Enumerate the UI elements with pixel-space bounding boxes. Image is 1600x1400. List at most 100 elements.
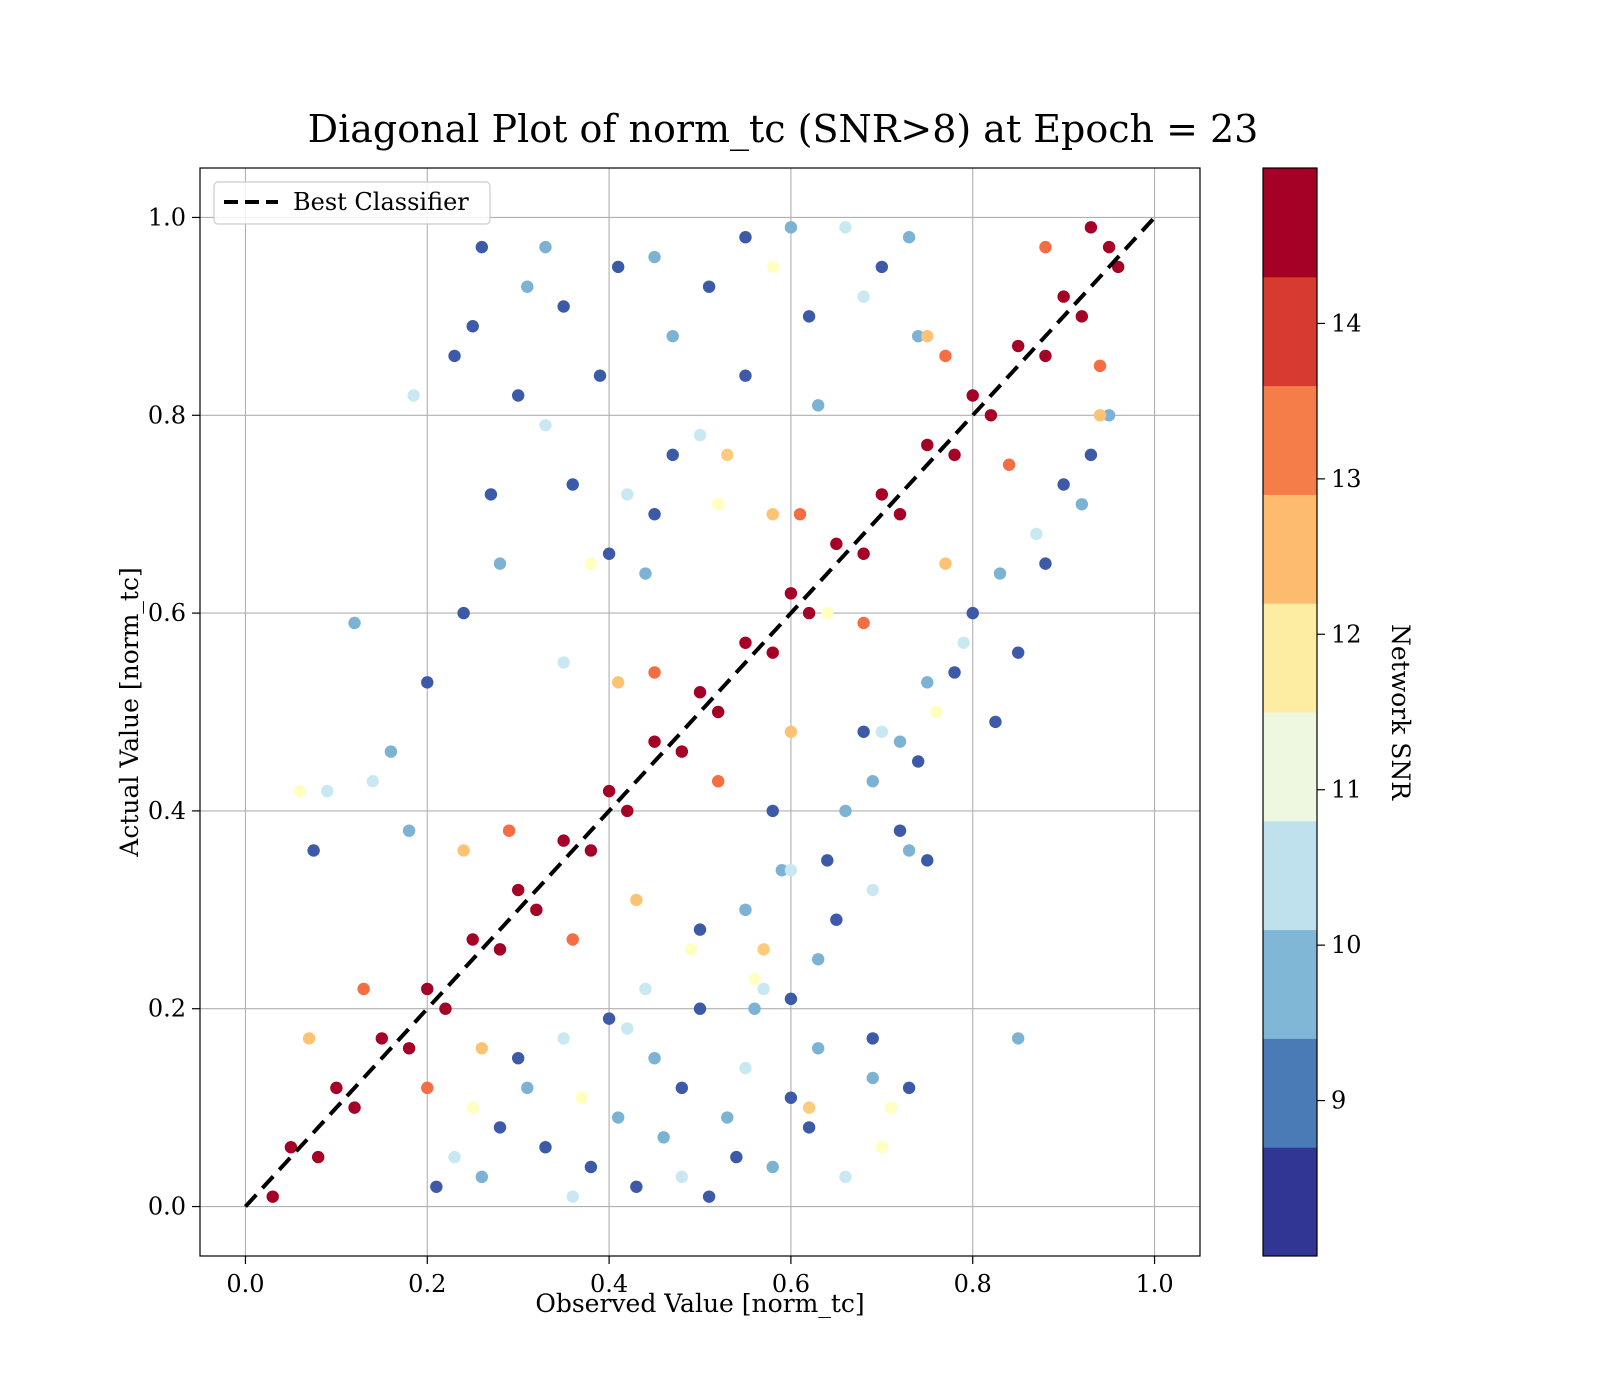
x-tick-label: 0.8 bbox=[954, 1270, 992, 1298]
data-point bbox=[630, 893, 643, 907]
data-point bbox=[793, 507, 807, 521]
data-point bbox=[1011, 1032, 1025, 1045]
data-point bbox=[375, 1032, 389, 1045]
data-point bbox=[784, 864, 798, 877]
data-point bbox=[939, 349, 952, 363]
data-point bbox=[648, 666, 661, 679]
data-point bbox=[421, 982, 434, 996]
data-point bbox=[621, 1022, 634, 1035]
data-point bbox=[739, 231, 752, 244]
data-point bbox=[1002, 458, 1016, 471]
data-point bbox=[311, 1150, 325, 1164]
data-point bbox=[857, 547, 870, 560]
data-point bbox=[784, 587, 798, 600]
data-point bbox=[784, 1091, 798, 1104]
data-point bbox=[902, 1081, 916, 1095]
data-point bbox=[811, 1042, 825, 1055]
data-point bbox=[1057, 478, 1070, 491]
data-point bbox=[775, 864, 789, 877]
data-point bbox=[766, 804, 779, 818]
data-point bbox=[521, 280, 534, 293]
data-point bbox=[911, 755, 925, 768]
data-point bbox=[866, 775, 879, 788]
data-point bbox=[1102, 409, 1116, 422]
data-point bbox=[539, 240, 552, 254]
colorbar-label: Network SNR bbox=[1386, 624, 1415, 801]
data-point bbox=[802, 1121, 816, 1134]
data-point bbox=[457, 606, 470, 620]
data-point bbox=[666, 329, 679, 343]
data-point bbox=[866, 1071, 879, 1085]
data-point bbox=[730, 1150, 743, 1164]
data-point bbox=[784, 725, 798, 738]
data-point bbox=[966, 606, 979, 620]
data-point bbox=[384, 745, 398, 758]
data-point bbox=[302, 1032, 316, 1045]
y-tick-label: 0.8 bbox=[148, 401, 186, 429]
data-point bbox=[307, 844, 320, 857]
colorbar-bands bbox=[1263, 168, 1317, 1257]
data-point bbox=[802, 310, 816, 323]
data-point bbox=[539, 1141, 552, 1154]
data-point bbox=[1030, 527, 1043, 541]
data-point bbox=[630, 1180, 643, 1193]
data-point bbox=[957, 636, 970, 649]
data-point bbox=[993, 567, 1007, 580]
data-point bbox=[702, 1190, 716, 1203]
data-point bbox=[621, 804, 634, 818]
data-point bbox=[557, 834, 570, 847]
data-point bbox=[466, 1101, 479, 1114]
data-point bbox=[675, 1170, 689, 1184]
data-point bbox=[502, 824, 516, 837]
data-point bbox=[321, 784, 334, 798]
data-point bbox=[1057, 290, 1070, 303]
data-point bbox=[989, 715, 1002, 729]
data-point bbox=[357, 982, 370, 996]
data-point bbox=[921, 854, 934, 867]
data-point bbox=[493, 1121, 507, 1134]
data-point bbox=[702, 280, 716, 293]
data-point bbox=[839, 1170, 852, 1184]
data-point bbox=[584, 1160, 598, 1174]
data-point bbox=[811, 399, 825, 412]
data-point bbox=[675, 1081, 689, 1095]
data-point bbox=[902, 231, 916, 244]
data-point bbox=[830, 537, 843, 551]
data-point bbox=[966, 389, 979, 402]
data-point bbox=[784, 992, 798, 1006]
data-point bbox=[366, 775, 379, 788]
data-point bbox=[566, 1190, 579, 1203]
x-tick-label: 0.2 bbox=[408, 1270, 446, 1298]
data-point bbox=[693, 428, 707, 442]
data-point bbox=[557, 1032, 570, 1045]
data-point bbox=[675, 745, 689, 758]
data-point bbox=[1093, 359, 1107, 373]
data-point bbox=[402, 1042, 416, 1055]
y-tick-label: 1.0 bbox=[148, 203, 186, 231]
colorbar-band bbox=[1263, 929, 1317, 1039]
data-point bbox=[939, 557, 952, 570]
colorbar-band bbox=[1263, 820, 1317, 931]
x-tick-label: 0.0 bbox=[226, 1270, 264, 1298]
data-point bbox=[402, 824, 416, 837]
data-point bbox=[948, 666, 961, 679]
data-point bbox=[757, 943, 770, 956]
colorbar-band bbox=[1263, 276, 1317, 387]
data-point bbox=[475, 240, 489, 254]
colorbar-ticks: 9 10 11 12 13 14 bbox=[1317, 309, 1362, 1115]
data-point bbox=[830, 913, 843, 926]
data-point bbox=[721, 448, 734, 462]
data-point bbox=[766, 1160, 779, 1174]
data-point bbox=[584, 557, 598, 570]
data-point bbox=[921, 438, 934, 452]
data-point bbox=[866, 883, 879, 897]
data-point bbox=[866, 1032, 879, 1045]
data-point bbox=[739, 369, 752, 382]
colorbar-band bbox=[1263, 1147, 1317, 1257]
colorbar-band bbox=[1263, 494, 1317, 604]
data-point bbox=[648, 735, 661, 748]
data-point bbox=[766, 507, 779, 521]
data-point bbox=[511, 1051, 525, 1065]
data-point bbox=[611, 1111, 625, 1124]
